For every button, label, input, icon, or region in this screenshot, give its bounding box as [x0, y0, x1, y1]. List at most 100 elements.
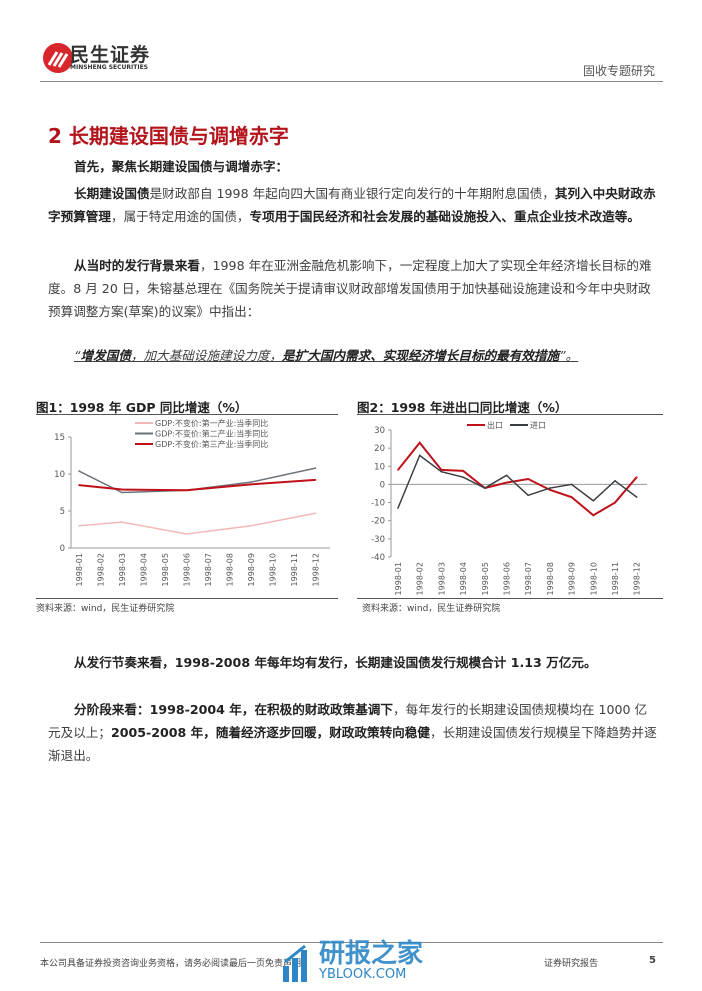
data-point — [397, 469, 399, 471]
paragraph-definition: 长期建设国债是财政部自 1998 年起向四大国有商业银行定向发行的十年期附息国债… — [48, 182, 658, 228]
data-point — [121, 488, 123, 491]
data-point — [570, 496, 573, 498]
paragraph-stages: 分阶段来看：1998-2004 年，在积极的财政政策基调下，每年发行的长期建设国… — [48, 698, 658, 767]
legend-label: GDP:不变价:第二产业:当季同比 — [155, 429, 268, 439]
x-tick-label: 1998-10 — [589, 562, 598, 595]
x-tick-label: 1998-01 — [75, 553, 84, 586]
x-tick-label: 1998-11 — [611, 562, 620, 595]
chart2-source: 资料来源：wind，民生证券研究院 — [362, 604, 501, 614]
x-tick-label: 1998-04 — [140, 553, 149, 586]
series-line — [397, 441, 638, 517]
x-tick-label: 1998-02 — [416, 562, 425, 595]
x-tick-label: 1998-03 — [437, 562, 446, 595]
chart1-title: 图1：1998 年 GDP 同比增速（%） — [36, 400, 248, 415]
logo-icon — [43, 43, 73, 73]
page-number: 5 — [649, 955, 656, 966]
x-tick-label: 1998-09 — [247, 553, 256, 586]
legend-label: 进口 — [530, 421, 546, 430]
data-point — [250, 525, 252, 527]
data-point — [185, 489, 188, 492]
legend-label: GDP:不变价:第三产业:当季同比 — [155, 439, 268, 449]
body-text: ，长期建设国债发行规模呈下降趋势并逐渐退出。 — [48, 725, 657, 763]
series-line — [397, 454, 638, 509]
x-tick-label: 1998-07 — [204, 553, 213, 586]
x-tick-label: 1998-03 — [118, 553, 127, 586]
footer-divider — [40, 942, 663, 943]
x-tick-label: 1998-08 — [226, 553, 235, 586]
y-tick-label: -40 — [371, 553, 385, 563]
data-point — [78, 470, 80, 472]
data-point — [440, 469, 443, 471]
x-tick-label: 1998-11 — [290, 553, 299, 586]
data-point — [635, 496, 638, 498]
bold-text: 增发国债 — [80, 348, 131, 363]
chart2-title: 图2：1998 年进出口同比增速（%） — [357, 400, 568, 415]
x-tick-label: 1998-09 — [568, 562, 577, 595]
data-point — [314, 512, 317, 515]
y-tick-label: 0 — [380, 480, 385, 490]
paragraph-quote: “增发国债，加大基础设施建设力度，是扩大国内需求、实现经济增长目标的最有效措施”… — [48, 344, 658, 367]
paragraph-issuance: 从发行节奏来看，1998-2008 年每年均有发行，长期建设国债发行规模合计 1… — [48, 651, 658, 674]
y-tick-label: 20 — [374, 444, 385, 454]
data-point — [462, 476, 464, 478]
logo-name: 民生证券 — [70, 44, 151, 66]
x-tick-label: 1998-04 — [459, 562, 468, 595]
data-point — [121, 491, 123, 494]
bold-text: 其列入中央财政赤字预算管理 — [48, 186, 656, 224]
x-tick-label: 1998-06 — [183, 553, 192, 586]
body-text: 是财政部自 1998 年起向四大国有商业银行定向发行的十年期附息国债， — [149, 186, 555, 201]
bold-text: 是扩大国内需求、实现经济增长目标的最有效措施 — [282, 348, 560, 363]
data-point — [614, 501, 616, 504]
watermark-bars-icon — [283, 944, 307, 982]
section-title: 2 长期建设国债与调增赤字 — [48, 124, 289, 148]
footer-disclaimer: 本公司具备证券投资咨询业务资格，请务必阅读最后一页免责声明 — [40, 959, 302, 969]
body-text: ”。 — [559, 348, 579, 363]
data-point — [484, 487, 486, 489]
y-tick-label: 15 — [54, 433, 65, 443]
chart2-title-rule — [357, 414, 663, 415]
bold-text: 长期建设国债 — [74, 186, 150, 201]
chart1-title-rule — [36, 414, 338, 415]
watermark-cn: 研报之家 — [319, 939, 424, 969]
data-point — [185, 533, 188, 535]
data-point — [440, 470, 443, 473]
body-text: ，属于特定用途的国债， — [110, 209, 250, 224]
bold-text: 分阶段来看：1998-2004 年，在积极的财政政策基调下 — [74, 702, 393, 717]
chart2-source-rule — [357, 598, 663, 599]
data-point — [570, 483, 573, 486]
data-point — [314, 479, 317, 481]
chart1-source: 资料来源：wind，民生证券研究院 — [36, 604, 175, 614]
bold-text: 从当时的发行背景来看 — [74, 258, 200, 273]
data-point — [527, 478, 529, 480]
data-point — [505, 474, 508, 477]
report-category: 固收专题研究 — [582, 64, 655, 78]
x-tick-label: 1998-12 — [633, 562, 642, 595]
y-tick-label: 10 — [54, 470, 65, 480]
body-text: ，1998 年在亚洲金融危机影响下，一定程度上加大了实现全年经济增长目标的难度。… — [48, 258, 652, 319]
legend-label: GDP:不变价:第一产业:当季同比 — [155, 418, 268, 428]
chart1-source-rule — [36, 598, 338, 599]
data-point — [121, 521, 123, 523]
y-tick-label: -20 — [371, 517, 385, 527]
header-divider — [40, 81, 663, 82]
y-tick-label: 0 — [60, 544, 65, 554]
y-tick-label: 10 — [374, 462, 385, 472]
data-point — [314, 467, 317, 469]
body-text: ，加大基础设施建设力度， — [130, 348, 283, 363]
data-point — [418, 454, 421, 457]
y-tick-label: 5 — [60, 507, 65, 517]
body-text: ，每年发行的长期建设国债规模均在 1000 亿元及以上； — [48, 702, 648, 740]
data-point — [592, 499, 595, 502]
x-tick-label: 1998-10 — [269, 553, 278, 586]
data-point — [549, 489, 551, 491]
bold-text: 从发行节奏来看，1998-2008 年每年均有发行，长期建设国债发行规模合计 1… — [74, 655, 597, 670]
data-point — [250, 481, 252, 483]
data-point — [418, 441, 421, 444]
x-tick-label: 1998-12 — [312, 553, 321, 586]
data-point — [592, 514, 595, 517]
bold-text: 专项用于国民经济和社会发展的基础设施投入、重点企业技术改造等。 — [249, 209, 640, 224]
chart1-plot: 0 5 10 15 1998-01 1998-02 1998-03 1998-04 1998-0… — [54, 418, 330, 586]
x-tick-label: 1998-05 — [481, 562, 490, 595]
legend-label: 出口 — [487, 420, 503, 430]
y-tick-label: -10 — [371, 499, 385, 509]
